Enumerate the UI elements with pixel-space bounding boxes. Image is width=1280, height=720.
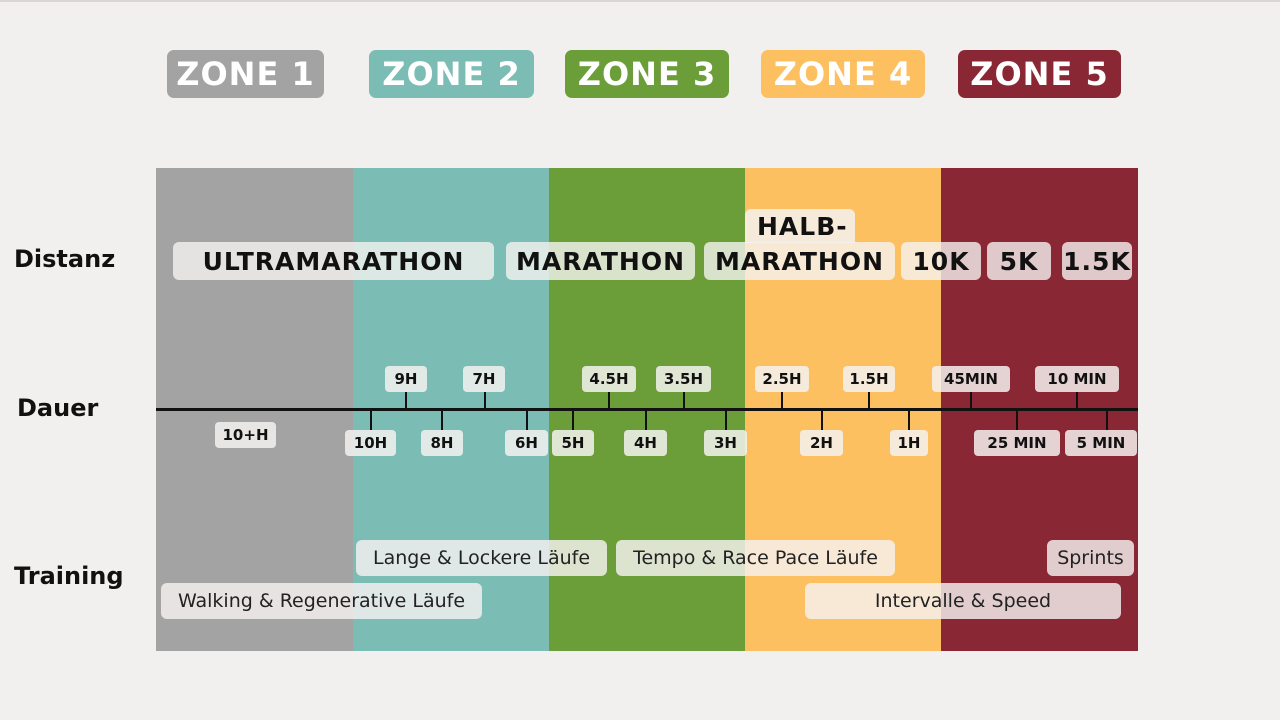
duration-label-3h: 3H	[704, 430, 747, 456]
distance-ultramarathon: ULTRAMARATHON	[173, 242, 494, 280]
duration-label-3-5h: 3.5H	[656, 366, 711, 392]
tick-5h	[572, 410, 574, 430]
top-border	[0, 0, 1280, 2]
duration-label-10h: 10H	[345, 430, 396, 456]
tick-10min	[1076, 392, 1078, 409]
duration-label-10min: 10 MIN	[1035, 366, 1119, 392]
duration-label-25min: 25 MIN	[974, 430, 1060, 456]
duration-label-2-5h: 2.5H	[755, 366, 809, 392]
duration-axis	[156, 408, 1138, 411]
row-label-distance: Distanz	[14, 245, 116, 273]
tick-25min	[1016, 410, 1018, 430]
distance-5k: 5K	[987, 242, 1051, 280]
tick-2h	[821, 410, 823, 430]
duration-label-9h: 9H	[385, 366, 427, 392]
duration-label-6h: 6H	[505, 430, 548, 456]
training-intervals: Intervalle & Speed	[805, 583, 1121, 619]
training-walking: Walking & Regenerative Läufe	[161, 583, 482, 619]
duration-label-7h: 7H	[463, 366, 505, 392]
half-marathon-top-pill	[745, 209, 855, 243]
row-label-training: Training	[14, 562, 124, 590]
duration-label-1-5h: 1.5H	[843, 366, 895, 392]
distance-10k: 10K	[901, 242, 981, 280]
tick-7h	[484, 392, 486, 409]
tick-1-5h	[868, 392, 870, 409]
duration-label-1h: 1H	[890, 430, 928, 456]
duration-label-10plus-h: 10+H	[215, 422, 276, 448]
zone-5-pill: ZONE 5	[958, 50, 1121, 98]
zone-3-pill: ZONE 3	[565, 50, 729, 98]
tick-10h	[370, 410, 372, 430]
tick-3-5h	[683, 392, 685, 409]
row-label-duration: Dauer	[17, 394, 99, 422]
duration-label-4h: 4H	[624, 430, 667, 456]
tick-2-5h	[781, 392, 783, 409]
distance-marathon: MARATHON	[506, 242, 695, 280]
tick-4-5h	[608, 392, 610, 409]
duration-label-8h: 8H	[421, 430, 463, 456]
duration-label-2h: 2H	[800, 430, 843, 456]
zone-2-pill: ZONE 2	[369, 50, 534, 98]
tick-5min	[1106, 410, 1108, 430]
tick-3h	[725, 410, 727, 430]
training-long-easy: Lange & Lockere Läufe	[356, 540, 607, 576]
duration-label-5min: 5 MIN	[1065, 430, 1137, 456]
training-tempo: Tempo & Race Pace Läufe	[616, 540, 895, 576]
zone-1-pill: ZONE 1	[167, 50, 324, 98]
training-sprints: Sprints	[1047, 540, 1134, 576]
distance-1-5k: 1.5K	[1062, 242, 1132, 280]
duration-label-45min: 45MIN	[932, 366, 1010, 392]
tick-6h	[526, 410, 528, 430]
zone-4-pill: ZONE 4	[761, 50, 925, 98]
tick-1h	[908, 410, 910, 430]
tick-9h	[405, 392, 407, 409]
duration-label-5h: 5H	[552, 430, 594, 456]
tick-4h	[645, 410, 647, 430]
tick-45min	[970, 392, 972, 409]
tick-8h	[441, 410, 443, 430]
duration-label-4-5h: 4.5H	[582, 366, 636, 392]
half-marathon-line1: HALB-	[757, 212, 848, 241]
distance-half-marathon: MARATHON	[704, 242, 895, 280]
